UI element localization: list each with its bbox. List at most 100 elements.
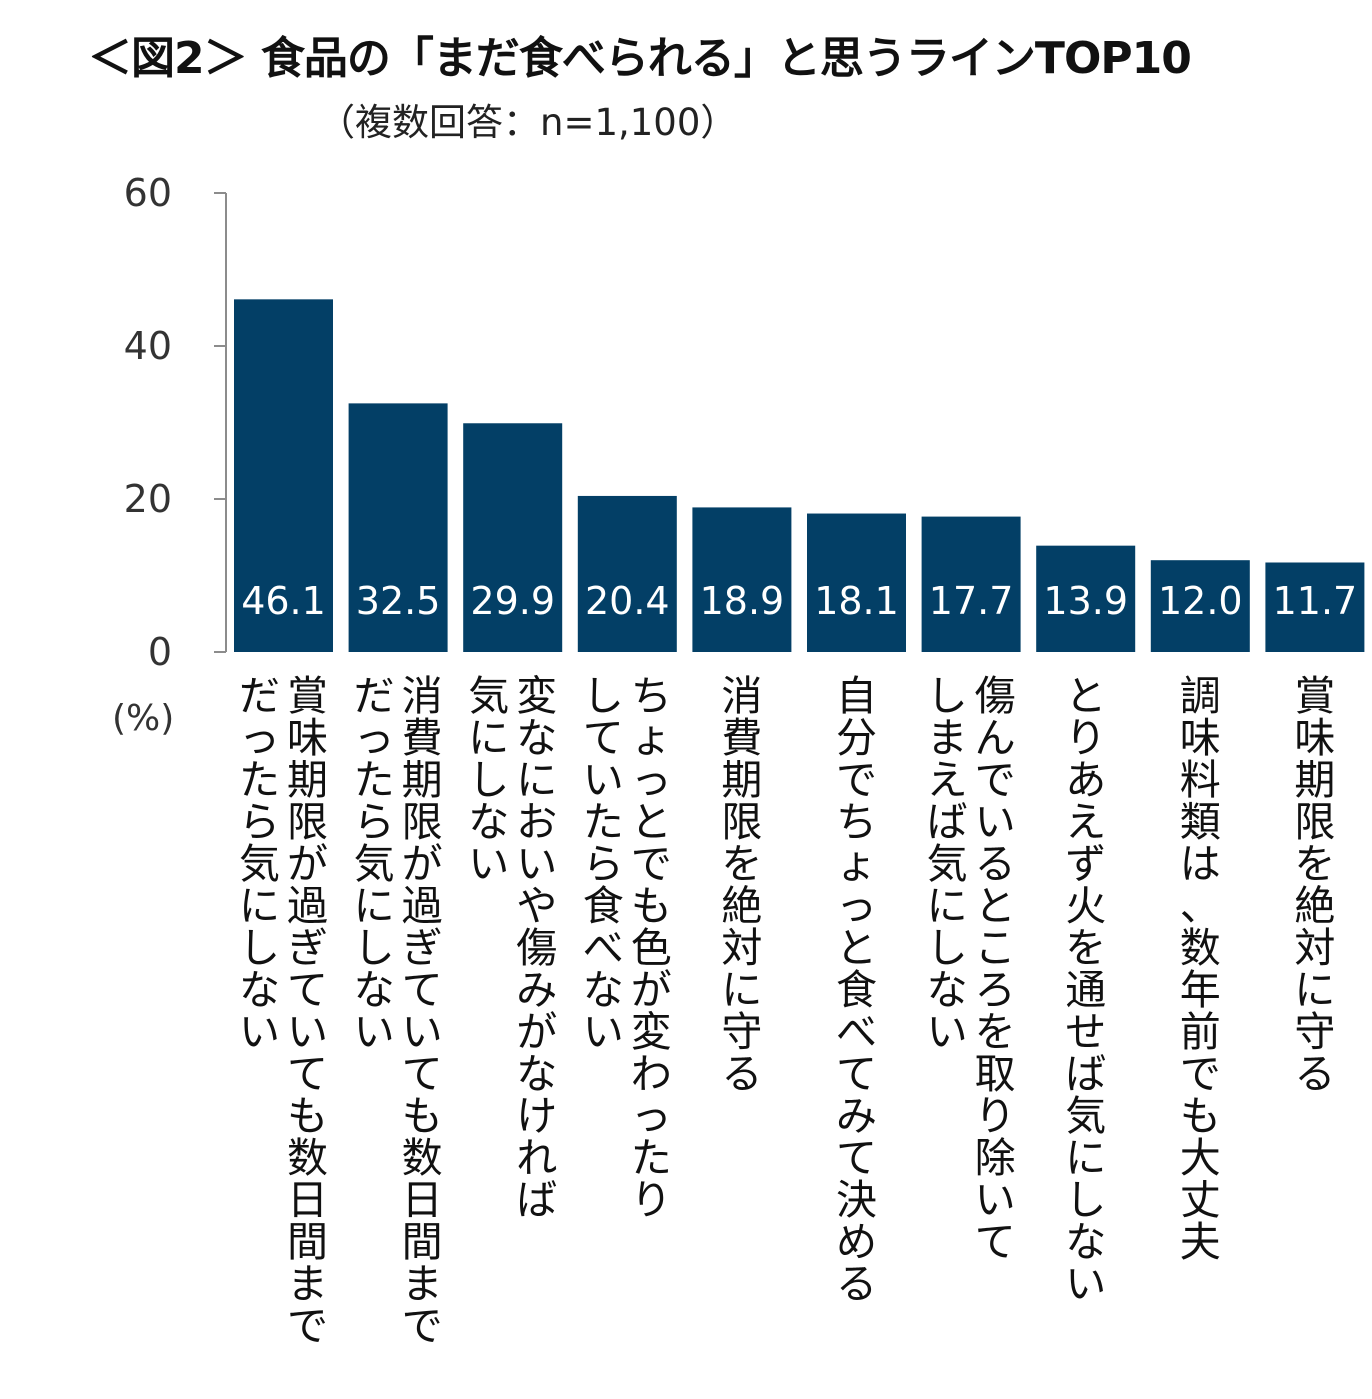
category-label-char: 絶 bbox=[1294, 882, 1335, 930]
category-label-char: 大 bbox=[1180, 1134, 1221, 1182]
category-label-char: と bbox=[836, 924, 877, 972]
category-label-char: 期 bbox=[721, 756, 762, 804]
category-label-char: は bbox=[1180, 840, 1221, 888]
category-label-char: 数 bbox=[1180, 924, 1221, 972]
category-label-char: け bbox=[516, 1092, 557, 1140]
category-label-char: も bbox=[1180, 1092, 1221, 1140]
category-label-char: べ bbox=[836, 1008, 877, 1056]
category-label-char: た bbox=[354, 756, 395, 804]
category-label-char: っ bbox=[239, 714, 280, 762]
category-label-char: に bbox=[239, 882, 280, 930]
category-label-char: た bbox=[239, 756, 280, 804]
bar-value-label: 12.0 bbox=[1158, 579, 1243, 623]
category-label-char: を bbox=[1294, 840, 1335, 888]
category-label-char: し bbox=[468, 756, 509, 804]
category-label-char: に bbox=[1065, 1134, 1106, 1182]
category-label-char: や bbox=[516, 882, 557, 930]
category-label-char: た bbox=[631, 1134, 672, 1182]
category-label-char: 丈 bbox=[1180, 1176, 1221, 1224]
category-label-char: 、 bbox=[1180, 882, 1221, 930]
category-label-char: 前 bbox=[1180, 1008, 1221, 1056]
category-label-char: 数 bbox=[287, 1134, 328, 1182]
category-label-char: て bbox=[287, 1050, 328, 1098]
category-label-char: で bbox=[402, 1302, 443, 1350]
bar bbox=[1036, 545, 1136, 652]
category-label-char: ば bbox=[516, 1176, 557, 1224]
category-label-char: が bbox=[402, 840, 443, 888]
category-label-char: ち bbox=[836, 798, 877, 846]
bar bbox=[463, 423, 563, 652]
category-label-char: 調 bbox=[1180, 672, 1221, 720]
category-label-char: 傷 bbox=[516, 924, 557, 972]
bar bbox=[807, 513, 906, 652]
chart-subtitle: （複数回答：n=1,100） bbox=[318, 101, 738, 144]
category-label-char: な bbox=[468, 798, 509, 846]
category-label-char: 守 bbox=[1294, 1008, 1335, 1056]
category-label-char: 間 bbox=[287, 1218, 328, 1266]
category-label-char: 気 bbox=[927, 840, 968, 888]
category-label-char: な bbox=[239, 966, 280, 1014]
category-label-char: 期 bbox=[402, 756, 443, 804]
bar bbox=[692, 507, 792, 652]
category-label-char: 消 bbox=[721, 672, 762, 720]
category-label-char: 限 bbox=[287, 798, 328, 846]
category-label-char: 消 bbox=[402, 672, 443, 720]
category-label-char: し bbox=[239, 924, 280, 972]
category-label-char: い bbox=[975, 798, 1016, 846]
bar-value-label: 17.7 bbox=[929, 579, 1014, 623]
category-label-char: ろ bbox=[975, 966, 1016, 1014]
category-label-char: ば bbox=[1065, 1050, 1106, 1098]
category-label-char: て bbox=[836, 1050, 877, 1098]
category-label-char: な bbox=[516, 714, 557, 762]
category-label-char: ら bbox=[354, 798, 395, 846]
category-label-char: 過 bbox=[402, 882, 443, 930]
bar-value-label: 18.9 bbox=[700, 579, 785, 623]
category-label-char: も bbox=[402, 1092, 443, 1140]
category-label-char: る bbox=[721, 1050, 762, 1098]
category-label-char: み bbox=[516, 966, 557, 1014]
y-tick-label: 20 bbox=[124, 477, 172, 521]
category-label-char: を bbox=[1065, 924, 1106, 972]
category-label-char: だ bbox=[354, 672, 395, 720]
category-label-char: だ bbox=[239, 672, 280, 720]
category-label-char: 食 bbox=[836, 966, 877, 1014]
category-label-char: て bbox=[975, 1218, 1016, 1266]
category-label-char: 取 bbox=[975, 1050, 1016, 1098]
category-label-char: 色 bbox=[631, 924, 672, 972]
bar-value-label: 20.4 bbox=[585, 579, 670, 623]
category-label-char: 変 bbox=[516, 672, 557, 720]
category-label-char: ま bbox=[927, 714, 968, 762]
category-label-char: お bbox=[516, 798, 557, 846]
category-label-char: に bbox=[468, 714, 509, 762]
y-axis-unit-label: (%) bbox=[112, 698, 175, 739]
category-label-char: 変 bbox=[631, 1008, 672, 1056]
category-label-char: 自 bbox=[836, 672, 877, 720]
category-label-char: に bbox=[927, 882, 968, 930]
category-label-char: 分 bbox=[836, 714, 877, 762]
category-label-char: 決 bbox=[836, 1176, 877, 1224]
category-label-char: こ bbox=[975, 924, 1016, 972]
category-label-char: て bbox=[287, 966, 328, 1014]
category-label-char: も bbox=[631, 882, 672, 930]
category-label-char: を bbox=[975, 1008, 1016, 1056]
category-label-char: 味 bbox=[1294, 714, 1335, 762]
y-tick-label: 60 bbox=[124, 171, 172, 215]
category-label-char: 限 bbox=[1294, 798, 1335, 846]
category-label-char: 賞 bbox=[1294, 672, 1335, 720]
category-label-char: い bbox=[239, 1008, 280, 1056]
category-label-char: 気 bbox=[1065, 1092, 1106, 1140]
category-label-char: り bbox=[975, 1092, 1016, 1140]
category-label-char: 気 bbox=[468, 672, 509, 720]
category-label-char: で bbox=[631, 840, 672, 888]
category-label-char: 日 bbox=[287, 1176, 328, 1224]
category-label-char: わ bbox=[631, 1050, 672, 1098]
category-label-char: 年 bbox=[1180, 966, 1221, 1014]
category-label-char: 夫 bbox=[1180, 1218, 1221, 1266]
category-label-char: な bbox=[516, 1050, 557, 1098]
bar-value-label: 29.9 bbox=[470, 579, 555, 623]
category-label-char: で bbox=[1180, 1050, 1221, 1098]
category-label-char: あ bbox=[1065, 756, 1106, 804]
bar-value-label: 11.7 bbox=[1273, 579, 1358, 623]
category-label-char: 守 bbox=[721, 1008, 762, 1056]
